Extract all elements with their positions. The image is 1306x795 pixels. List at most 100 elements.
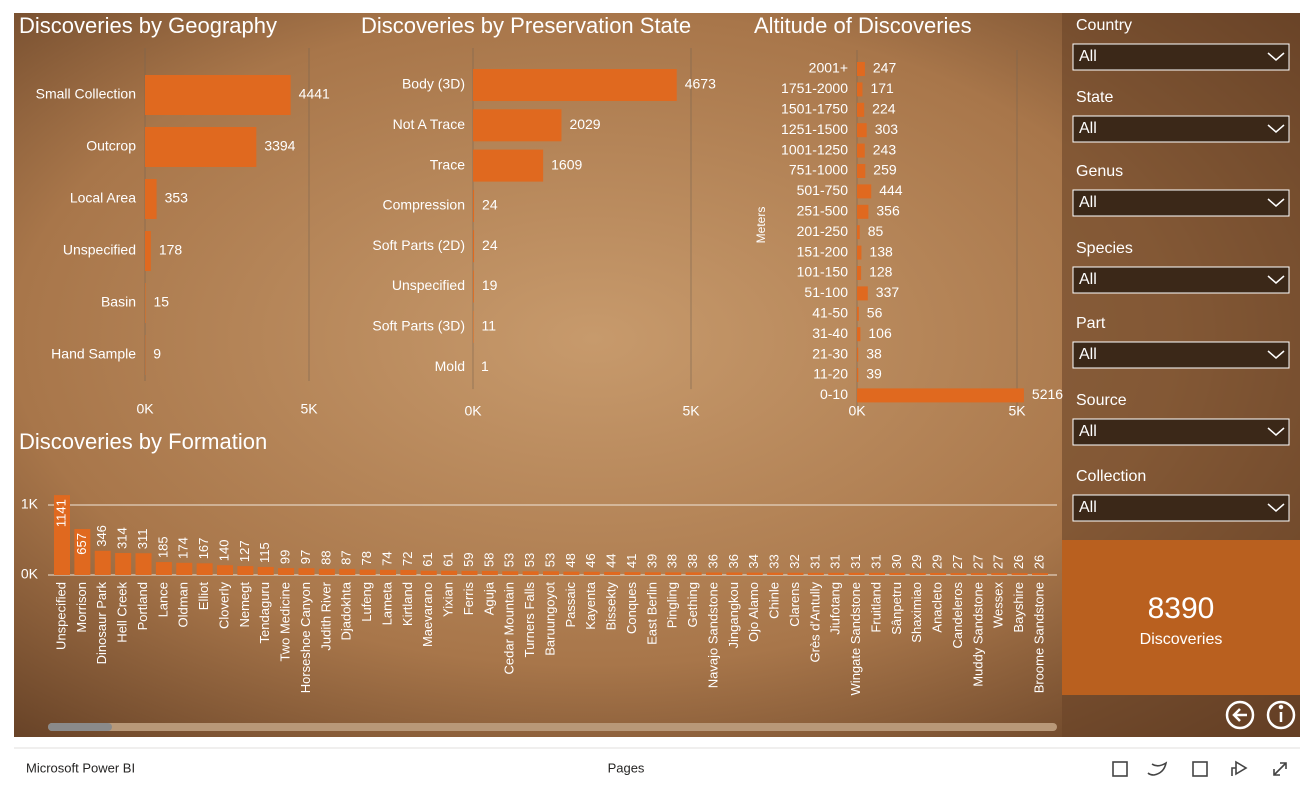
data-label: 41 xyxy=(624,554,639,568)
x-tick-label: 5K xyxy=(300,401,318,417)
data-label: 1609 xyxy=(551,156,582,172)
data-label: 2029 xyxy=(569,116,600,132)
category-label: Portland xyxy=(135,582,150,630)
bar xyxy=(857,388,1024,403)
category-label: Anacleto xyxy=(930,582,945,633)
slicer-label: Part xyxy=(1076,315,1106,332)
data-label: 99 xyxy=(278,550,293,564)
category-label: Maevarano xyxy=(420,582,435,647)
data-label: 27 xyxy=(950,555,965,569)
data-label: 138 xyxy=(869,243,893,259)
slicer-dropdown[interactable] xyxy=(1072,115,1290,143)
category-label: Basin xyxy=(101,294,136,310)
category-label: Hand Sample xyxy=(51,346,136,362)
data-label: 3394 xyxy=(264,138,295,154)
data-label: 33 xyxy=(767,554,782,568)
category-label: Outcrop xyxy=(86,138,136,154)
dropdown-chevron xyxy=(1267,124,1285,133)
brand[interactable]: Microsoft Power BI xyxy=(26,760,135,775)
scrollbar-thumb[interactable] xyxy=(48,723,112,731)
slicer-dropdown[interactable] xyxy=(1072,266,1290,294)
bar xyxy=(257,566,274,575)
bar xyxy=(857,143,865,158)
category-label: Clarens xyxy=(787,582,802,627)
data-label: 115 xyxy=(257,542,272,563)
category-label: Wessex xyxy=(991,582,1006,628)
slicer-value: All xyxy=(1079,346,1097,363)
share-icon[interactable] xyxy=(1231,760,1248,776)
category-label: Hell Creek xyxy=(115,582,130,643)
data-label: 4673 xyxy=(685,76,716,92)
category-label: 501-750 xyxy=(797,182,849,198)
data-label: 38 xyxy=(665,554,680,568)
slicer-label: Source xyxy=(1076,392,1127,409)
category-label: Trace xyxy=(430,156,465,172)
bar xyxy=(473,69,677,101)
bar xyxy=(1032,573,1048,575)
slicer-dropdown[interactable] xyxy=(1072,418,1290,446)
data-label: 53 xyxy=(522,553,537,567)
category-label: 751-1000 xyxy=(789,162,848,178)
category-label: Turners Falls xyxy=(522,582,537,658)
category-label: Grès d'Antully xyxy=(807,582,822,663)
category-label: 31-40 xyxy=(812,325,848,341)
fullscreen-icon[interactable] xyxy=(1273,762,1287,776)
slicer-value: All xyxy=(1079,499,1097,516)
category-label: Small Collection xyxy=(36,86,136,102)
slicer-dropdown[interactable] xyxy=(1072,494,1290,522)
slicer-label: Genus xyxy=(1076,163,1123,180)
category-label: Two Medicine xyxy=(278,582,293,661)
data-label: 167 xyxy=(196,538,211,560)
twitter-icon[interactable] xyxy=(1147,761,1168,776)
slicer-dropdown[interactable] xyxy=(1072,43,1290,71)
data-label: 30 xyxy=(889,554,904,568)
category-label: Dinosaur Park xyxy=(94,582,109,665)
category-label: Local Area xyxy=(70,190,136,206)
dropdown-chevron xyxy=(1267,503,1285,512)
category-label: 51-100 xyxy=(804,284,848,300)
pages-button[interactable]: Pages xyxy=(608,760,645,775)
category-label: Kayenta xyxy=(583,581,598,629)
bar xyxy=(543,571,559,575)
scrollbar[interactable] xyxy=(48,723,1057,731)
category-label: Horseshoe Canyon xyxy=(298,582,313,693)
category-label: Morrison xyxy=(74,582,89,633)
data-label: 78 xyxy=(359,551,374,565)
data-label: 31 xyxy=(828,554,843,568)
dropdown-chevron xyxy=(1267,427,1285,436)
category-label: 201-250 xyxy=(797,223,849,239)
bar xyxy=(644,572,661,575)
data-label: 337 xyxy=(876,284,900,300)
bar xyxy=(583,571,600,575)
data-label: 56 xyxy=(867,305,883,321)
bar xyxy=(145,179,157,219)
data-label: 53 xyxy=(502,553,517,567)
data-label: 53 xyxy=(542,553,557,567)
data-label: 11 xyxy=(481,318,496,334)
info-button[interactable] xyxy=(1266,700,1296,730)
data-label: 27 xyxy=(970,555,985,569)
dropdown-chevron xyxy=(1267,52,1285,61)
data-label: 140 xyxy=(216,539,231,561)
data-label: 39 xyxy=(866,366,882,382)
category-label: Gething xyxy=(685,582,700,628)
category-label: Lance xyxy=(155,582,170,617)
bar xyxy=(991,573,1008,575)
back-button[interactable] xyxy=(1225,700,1255,730)
bar xyxy=(278,568,295,575)
data-label: 26 xyxy=(1011,555,1026,569)
bar xyxy=(563,571,580,575)
card-label: Discoveries xyxy=(1140,631,1223,648)
linkedin-icon[interactable] xyxy=(1112,761,1128,777)
facebook-icon[interactable] xyxy=(1192,761,1208,777)
bar xyxy=(155,562,172,575)
category-label: Cedar Mountain xyxy=(502,582,517,675)
slicer-label: Country xyxy=(1076,17,1132,34)
slicer-dropdown[interactable] xyxy=(1072,189,1290,217)
data-label: 106 xyxy=(868,325,892,341)
data-label: 46 xyxy=(583,553,598,567)
data-label: 38 xyxy=(685,554,700,568)
bar xyxy=(869,572,885,575)
x-tick-label: 5K xyxy=(682,403,700,419)
slicer-dropdown[interactable] xyxy=(1072,341,1290,369)
